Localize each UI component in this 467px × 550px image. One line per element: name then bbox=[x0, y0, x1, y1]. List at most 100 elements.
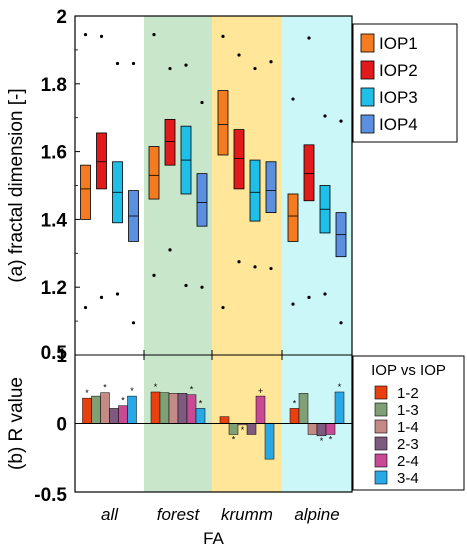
outlier-IOP1-krumm-0 bbox=[221, 34, 225, 38]
box-IOP1-forest bbox=[148, 146, 160, 200]
legend-a-label-IOP1: IOP1 bbox=[379, 34, 418, 53]
bar-2-3-alpine bbox=[316, 423, 327, 437]
outlier-IOP2-alpine-0 bbox=[307, 36, 311, 40]
legend-a-swatch-IOP4 bbox=[360, 114, 375, 134]
significance-mark-3-4-forest: * bbox=[199, 398, 203, 408]
outlier-IOP2-forest-1 bbox=[168, 248, 172, 252]
legend-b-label-1-3: 1-3 bbox=[397, 402, 419, 419]
x-category-label-all: all bbox=[101, 505, 119, 524]
outlier-IOP2-all-0 bbox=[99, 34, 104, 38]
outlier-IOP3-alpine-1 bbox=[323, 292, 327, 296]
bar-3-4-alpine bbox=[334, 391, 345, 424]
legend-b-swatch-1-3 bbox=[374, 402, 388, 417]
y-tick-label-b-0: -0.5 bbox=[34, 485, 67, 506]
bar-1-3-all bbox=[91, 395, 101, 424]
box-IOP1-krumm bbox=[217, 90, 229, 156]
outlier-IOP1-forest-1 bbox=[152, 273, 156, 277]
significance-mark-1-2-all: * bbox=[85, 388, 89, 398]
legend-a-swatch-IOP3 bbox=[360, 87, 375, 107]
bar-2-4-alpine bbox=[325, 423, 336, 435]
box-IOP1-alpine bbox=[287, 193, 299, 242]
legend-b-swatch-2-3 bbox=[374, 436, 388, 451]
box-IOP2-all bbox=[96, 132, 107, 190]
bar-3-4-all bbox=[127, 395, 137, 424]
bar-2-4-forest bbox=[186, 394, 197, 424]
bar-1-2-krumm bbox=[219, 416, 230, 424]
significance-mark-2-4-alpine: * bbox=[329, 434, 333, 444]
outlier-IOP3-all-1 bbox=[115, 292, 120, 296]
significance-mark-3-4-all: * bbox=[130, 386, 134, 396]
legend-b-label-3-4: 3-4 bbox=[397, 470, 419, 487]
significance-mark-2-4-forest: * bbox=[190, 385, 194, 395]
legend-b-swatch-3-4 bbox=[374, 470, 388, 485]
bar-3-4-forest bbox=[195, 408, 206, 424]
x-category-label-forest: forest bbox=[157, 505, 201, 524]
bar-1-2-all bbox=[82, 397, 92, 424]
box-IOP2-forest bbox=[164, 118, 176, 166]
legend-a-label-IOP3: IOP3 bbox=[379, 88, 418, 107]
outlier-IOP1-all-0 bbox=[83, 33, 88, 37]
outlier-IOP4-alpine-0 bbox=[339, 119, 343, 123]
x-category-label-alpine: alpine bbox=[294, 505, 339, 524]
y-tick-label-b-2: 0.5 bbox=[41, 343, 68, 364]
outlier-IOP4-all-0 bbox=[131, 61, 136, 66]
outlier-IOP3-all-0 bbox=[115, 61, 120, 66]
y-axis-label-a: (a) fractal dimension [-] bbox=[6, 88, 27, 282]
significance-mark-1-4-krumm: * bbox=[241, 425, 245, 435]
bar-1-3-krumm bbox=[228, 423, 239, 435]
outlier-IOP1-forest-0 bbox=[152, 33, 156, 37]
outlier-IOP4-all-1 bbox=[131, 321, 136, 325]
outlier-IOP3-forest-0 bbox=[184, 63, 188, 67]
y-tick-label-a-1: 1.2 bbox=[41, 278, 67, 299]
legend-b-title: IOP vs IOP bbox=[371, 362, 446, 379]
bar-1-3-forest bbox=[159, 392, 170, 424]
significance-mark-1-3-krumm: * bbox=[232, 434, 236, 444]
outlier-IOP4-forest-1 bbox=[200, 285, 204, 289]
outlier-IOP4-forest-0 bbox=[200, 100, 204, 105]
outlier-IOP3-krumm-0 bbox=[253, 66, 257, 71]
box-IOP4-forest bbox=[196, 173, 208, 227]
outlier-IOP3-alpine-0 bbox=[323, 114, 327, 118]
outlier-IOP2-krumm-1 bbox=[237, 260, 241, 264]
bar-1-2-forest bbox=[150, 391, 161, 424]
significance-mark-1-4-all: * bbox=[103, 383, 107, 393]
y-tick-label-a-0: 1 bbox=[56, 346, 67, 367]
outlier-IOP1-alpine-1 bbox=[291, 302, 295, 306]
bar-2-3-krumm bbox=[246, 423, 257, 435]
y-tick-label-b-1: 0 bbox=[56, 415, 67, 436]
bar-3-4-krumm bbox=[264, 423, 275, 460]
significance-mark-1-2-alpine: * bbox=[293, 398, 297, 408]
legend-b-label-2-3: 2-3 bbox=[397, 436, 419, 453]
bar-1-4-all bbox=[100, 392, 110, 424]
outlier-IOP4-krumm-1 bbox=[269, 266, 273, 271]
outlier-IOP2-forest-0 bbox=[168, 66, 172, 71]
box-IOP2-alpine bbox=[303, 144, 315, 202]
box-IOP4-krumm bbox=[265, 161, 277, 214]
y-tick-label-a-3: 1.6 bbox=[41, 143, 67, 164]
outlier-IOP1-all-1 bbox=[83, 305, 88, 310]
y-axis-label-b: (b) R value bbox=[6, 377, 27, 470]
outlier-IOP4-krumm-0 bbox=[269, 60, 273, 64]
legend-b-swatch-1-4 bbox=[374, 419, 388, 434]
legend-a-swatch-IOP2 bbox=[360, 60, 375, 80]
outlier-IOP1-alpine-0 bbox=[291, 97, 295, 101]
outlier-IOP2-krumm-0 bbox=[237, 53, 241, 57]
y-tick-label-a-5: 2 bbox=[56, 7, 67, 28]
y-tick-label-a-4: 1.8 bbox=[41, 75, 67, 96]
legend-b-label-1-4: 1-4 bbox=[397, 419, 419, 436]
bar-2-4-all bbox=[118, 405, 128, 424]
legend-a-label-IOP2: IOP2 bbox=[379, 61, 418, 80]
x-axis-label: FA bbox=[203, 529, 224, 548]
y-tick-label-a-2: 1.4 bbox=[41, 210, 68, 231]
bar-2-4-krumm bbox=[255, 395, 266, 424]
legend-b-swatch-2-4 bbox=[374, 453, 388, 468]
bar-1-3-alpine bbox=[298, 393, 309, 424]
bar-1-4-alpine bbox=[307, 423, 318, 435]
outlier-IOP2-all-1 bbox=[99, 295, 104, 299]
significance-mark-3-4-alpine: * bbox=[338, 382, 342, 392]
outlier-IOP3-forest-1 bbox=[184, 283, 188, 288]
plot-frame bbox=[74, 15, 353, 493]
bar-2-3-forest bbox=[177, 393, 188, 424]
bar-1-2-alpine bbox=[289, 408, 300, 424]
